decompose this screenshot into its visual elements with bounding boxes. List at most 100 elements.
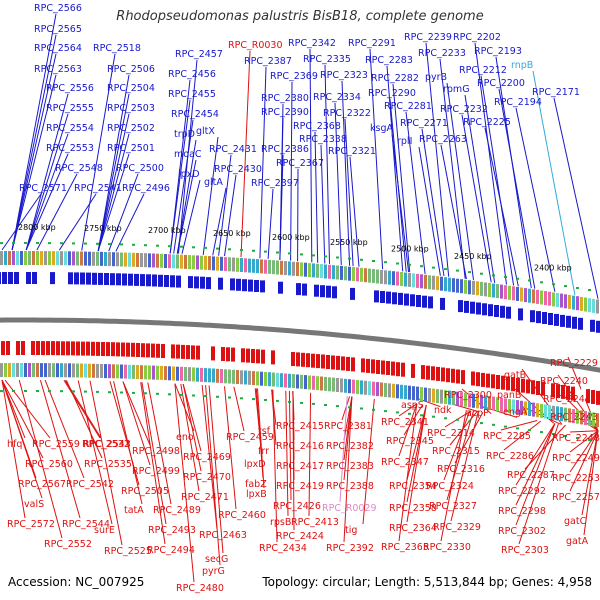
gene-label: RPC_2341: [381, 417, 429, 428]
gene-label: RPC_2392: [326, 543, 374, 554]
gene-label: RPC_2316: [437, 464, 485, 475]
gene-label: RPC_2417: [276, 461, 324, 472]
label-connector: [1, 379, 43, 499]
gene-label: RPC_2281: [384, 101, 432, 112]
gene-label: gatA: [566, 536, 589, 547]
label-connector: [44, 379, 85, 479]
gene-label: RPC_2430: [214, 164, 262, 175]
label-connector: [334, 102, 342, 266]
gene-label: rpsB: [270, 517, 291, 528]
label-connector: [309, 48, 313, 263]
label-connector: [182, 383, 202, 452]
gene-label: RPC_2518: [93, 43, 141, 54]
label-connector: [569, 430, 599, 473]
gene-label: RPC_2345: [386, 436, 434, 447]
gene-label: tsf: [258, 426, 271, 437]
label-connector: [518, 423, 559, 545]
gene-label: RPC_R0030: [228, 40, 283, 51]
gene-label: RPC_2525: [104, 546, 152, 557]
label-connector: [201, 384, 218, 530]
gene-label: lpxB: [246, 489, 267, 500]
label-connector: [97, 74, 130, 251]
label-connector: [169, 99, 191, 254]
gene-label: RPC_2292: [498, 486, 546, 497]
label-connector: [11, 74, 57, 251]
gene-label: RPC_2415: [276, 421, 324, 432]
gene-label: RPC_2323: [320, 70, 368, 81]
gene-label: acpP: [466, 408, 489, 419]
label-connector: [25, 133, 69, 251]
gene-label: RPC_2501: [107, 143, 155, 154]
gene-label: rnpB: [511, 60, 533, 71]
label-connector: [418, 146, 441, 276]
gene-label: RPC_2243: [550, 412, 598, 423]
gene-label: pyrG: [202, 566, 225, 577]
label-connector: [569, 430, 599, 453]
label-connector: [208, 385, 224, 554]
gene-label: RPC_2387: [244, 56, 292, 67]
label-connectors: [1, 13, 599, 583]
label-connector: [569, 430, 599, 492]
gene-label: RPC_2321: [328, 146, 376, 157]
label-connector: [569, 430, 599, 433]
label-connector: [464, 94, 496, 283]
gene-label: fabZ: [245, 479, 267, 490]
gene-label: RPC_2240: [540, 376, 588, 387]
label-connector: [174, 383, 195, 583]
gene-label: RPC_2365: [381, 542, 429, 553]
gene-label: RPC_2503: [107, 103, 155, 114]
label-connector: [257, 388, 265, 489]
label-connector: [97, 133, 130, 252]
label-connector: [36, 173, 78, 251]
gene-label: gatC: [564, 516, 587, 527]
label-connector: [205, 385, 221, 566]
label-connector: [292, 391, 295, 531]
label-connector: [484, 127, 519, 287]
gene-label: RPC_2322: [323, 108, 371, 119]
kbp-tick-label: 2450 kbp: [454, 252, 492, 261]
label-connector: [339, 396, 348, 503]
label-connector: [212, 187, 227, 256]
gene-label: RPC_2381: [324, 421, 372, 432]
gene-label: RPC_2493: [148, 525, 196, 536]
gene-label: RPC_2358: [389, 503, 437, 514]
label-connector: [440, 410, 467, 542]
label-connector: [480, 75, 515, 286]
gene-label: RPC_2338: [299, 134, 347, 145]
cog-ring-reverse: [0, 363, 599, 428]
gene-label: panB: [497, 390, 521, 401]
kbp-tick-label: 2800 kbp: [18, 223, 56, 232]
label-connector: [97, 153, 130, 252]
gene-label: RPC_2457: [175, 49, 223, 60]
gene-label: RPC_2431: [209, 144, 257, 155]
gene-label: RPC_2496: [122, 183, 170, 194]
gene-label: aspS: [401, 400, 424, 411]
gene-label: RPC_2544: [62, 519, 110, 530]
label-connector: [272, 389, 278, 543]
label-connector: [63, 380, 101, 439]
label-connector: [122, 381, 151, 446]
label-connector: [362, 398, 375, 525]
gene-label: RPC_2329: [433, 522, 481, 533]
label-connector: [89, 380, 123, 546]
topology-text: Topology: circular; Length: 5,513,844 bp…: [262, 575, 592, 589]
gene-label: RPC_2225: [463, 117, 511, 128]
gene-label: RPC_2283: [365, 55, 413, 66]
label-connector: [461, 114, 492, 283]
gene-label: RPC_2559: [32, 439, 80, 450]
label-connector: [398, 403, 418, 542]
label-connector: [515, 423, 556, 486]
label-connector: [141, 382, 167, 525]
gene-label: RPC_2554: [46, 123, 94, 134]
gene-label: RPC_2426: [273, 501, 321, 512]
gene-label: RPC_2543: [83, 439, 131, 450]
gene-label: RPC_2499: [132, 466, 180, 477]
gene-label: RPC_2563: [34, 64, 82, 75]
forward-strand-ring: [0, 272, 600, 333]
gene-label: trpD: [174, 129, 195, 140]
label-connector: [503, 420, 542, 451]
gene-label: RPC_2327: [429, 501, 477, 512]
label-connector: [398, 403, 418, 417]
label-connector: [233, 386, 245, 432]
label-connector: [97, 113, 130, 252]
